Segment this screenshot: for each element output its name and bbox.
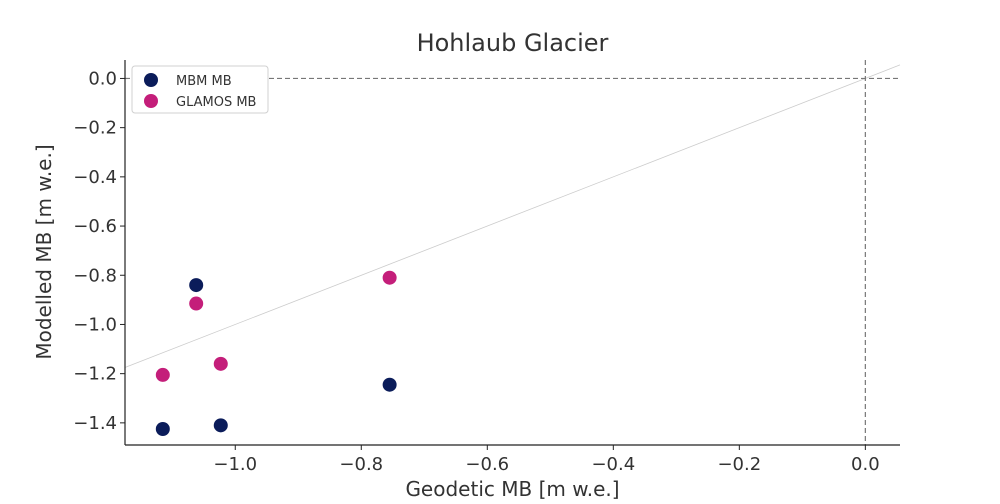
y-tick-label: −1.2 — [73, 364, 117, 385]
point-mbm-mb — [382, 377, 397, 392]
y-axis-label: Modelled MB [m w.e.] — [32, 144, 56, 359]
chart-title: Hohlaub Glacier — [417, 29, 609, 57]
y-tick-label: −0.2 — [73, 118, 117, 139]
x-tick-label: −0.8 — [339, 454, 383, 475]
legend-label: MBM MB — [176, 74, 232, 89]
x-tick-label: −0.6 — [465, 454, 509, 475]
y-tick-label: −1.0 — [73, 314, 117, 335]
legend-marker — [144, 94, 158, 108]
axes — [124, 60, 900, 446]
x-tick-label: −1.0 — [213, 454, 257, 475]
y-tick-label: −0.8 — [73, 265, 117, 286]
y-tick-label: −0.6 — [73, 216, 117, 237]
point-glamos-mb — [155, 367, 170, 382]
y-tick-label: 0.0 — [88, 68, 117, 89]
point-mbm-mb — [213, 418, 228, 433]
point-glamos-mb — [189, 296, 204, 311]
data-points — [155, 270, 397, 437]
x-tick-label: −0.4 — [591, 454, 635, 475]
point-glamos-mb — [213, 356, 228, 371]
y-tick-label: −1.4 — [73, 413, 117, 434]
x-tick-label: 0.0 — [851, 454, 880, 475]
x-axis-label: Geodetic MB [m w.e.] — [405, 477, 619, 500]
y-tick-label: −0.4 — [73, 167, 117, 188]
legend-marker — [144, 73, 158, 87]
point-mbm-mb — [155, 422, 170, 437]
reference-lines — [124, 60, 901, 445]
point-glamos-mb — [382, 270, 397, 285]
point-mbm-mb — [189, 278, 204, 293]
legend: MBM MB GLAMOS MB — [131, 65, 269, 114]
y-axis-ticks: 0.0 −0.2 −0.4 −0.6 −0.8 −1.0 −1.2 −1.4 — [73, 68, 125, 434]
one-to-one-line — [124, 64, 901, 368]
x-tick-label: −0.2 — [717, 454, 761, 475]
x-axis-ticks: −1.0 −0.8 −0.6 −0.4 −0.2 0.0 — [213, 445, 880, 475]
legend-box — [131, 65, 269, 114]
legend-label: GLAMOS MB — [176, 95, 256, 110]
